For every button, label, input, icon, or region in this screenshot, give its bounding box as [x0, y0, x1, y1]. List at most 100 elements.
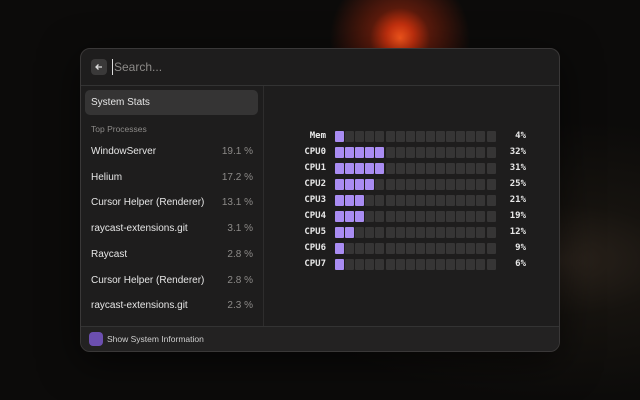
meter-block-filled	[355, 195, 365, 206]
meter-block	[385, 163, 395, 174]
meter-block	[375, 227, 385, 238]
meter-block	[405, 211, 415, 222]
meter-block	[355, 259, 365, 270]
meter-block	[456, 227, 466, 238]
meter-block	[425, 147, 435, 158]
meter-label: CPU6	[304, 243, 326, 253]
meter-block	[466, 147, 476, 158]
meter-block	[405, 195, 415, 206]
meter-block	[395, 179, 405, 190]
back-button[interactable]	[91, 59, 107, 75]
meter-block	[456, 131, 466, 142]
meter-block	[405, 227, 415, 238]
meter-block	[466, 227, 476, 238]
meter-block-filled	[375, 147, 385, 158]
selected-item[interactable]: System Stats	[85, 90, 258, 115]
meter-block	[436, 131, 445, 142]
meter-block	[345, 259, 355, 270]
meter-block	[375, 243, 385, 254]
meter-block	[476, 163, 486, 174]
meter-block	[476, 211, 486, 222]
divider	[81, 326, 559, 327]
meter-block	[425, 195, 435, 206]
meter-block	[415, 163, 425, 174]
meter-block	[385, 195, 395, 206]
meter-block	[415, 243, 425, 254]
process-name: Cursor Helper (Renderer)	[91, 274, 205, 286]
meter-block	[415, 227, 425, 238]
process-name: Cursor Helper (Renderer)	[91, 197, 205, 209]
meter-block-filled	[335, 163, 344, 174]
section-title: Top Processes	[91, 124, 147, 134]
meter-block	[466, 243, 476, 254]
meter-block-filled	[345, 227, 355, 238]
raycast-window: Search... System Stats Top Processes Sho…	[80, 48, 560, 352]
meter-block	[405, 243, 415, 254]
meter-block	[395, 147, 405, 158]
meter-block	[415, 211, 425, 222]
meter-label: CPU1	[304, 163, 326, 173]
meter-label: CPU4	[304, 211, 326, 221]
meter-block-filled	[345, 147, 355, 158]
meter-label: CPU5	[304, 227, 326, 237]
meter-block	[486, 227, 496, 238]
meter-block-filled	[355, 163, 365, 174]
meter-block	[486, 195, 496, 206]
meter-value: 9%	[515, 243, 526, 253]
process-usage: 2.8 %	[227, 248, 253, 260]
meter-block	[456, 179, 466, 190]
meter-block	[365, 195, 375, 206]
meter-block-filled	[365, 179, 375, 190]
meter-value: 12%	[509, 227, 526, 237]
meter-block	[476, 227, 486, 238]
meter-block	[405, 131, 415, 142]
meter-block-filled	[345, 211, 355, 222]
process-usage: 3.1 %	[227, 223, 253, 235]
meter-block-filled	[335, 195, 344, 206]
meter-block	[466, 163, 476, 174]
meter-block	[436, 259, 445, 270]
meter-block	[446, 259, 456, 270]
meter-value: 31%	[509, 163, 526, 173]
meter-block-filled	[345, 195, 355, 206]
meter-block-filled	[335, 259, 344, 270]
footer-action[interactable]: Show System Information	[107, 334, 204, 344]
meter-block	[385, 211, 395, 222]
meter-block	[355, 131, 365, 142]
meter-block	[466, 195, 476, 206]
meter-block-filled	[375, 163, 385, 174]
meter-block	[466, 211, 476, 222]
meter-block-filled	[335, 243, 344, 254]
meter-block	[345, 243, 355, 254]
meter-block	[425, 163, 435, 174]
meter-block	[456, 211, 466, 222]
meter-block	[395, 163, 405, 174]
meter-block	[415, 131, 425, 142]
caret	[112, 59, 113, 75]
meter-block	[405, 259, 415, 270]
meter-block	[365, 131, 375, 142]
process-usage: 13.1 %	[221, 197, 253, 209]
meter-block	[466, 179, 476, 190]
meter-block-filled	[355, 179, 365, 190]
meter-block	[456, 243, 466, 254]
process-name: raycast-extensions.git	[91, 300, 188, 312]
meter-block	[436, 211, 445, 222]
search-input[interactable]: Search...	[114, 60, 163, 74]
meter-block	[486, 131, 496, 142]
meter-block	[446, 243, 456, 254]
meter-block	[395, 211, 405, 222]
meter-block-filled	[345, 179, 355, 190]
meter-block	[446, 195, 456, 206]
meter-block	[425, 227, 435, 238]
meter-block	[385, 179, 395, 190]
meter-value: 6%	[515, 259, 526, 269]
meter-block	[486, 179, 496, 190]
meter-value: 21%	[509, 195, 526, 205]
meter-block	[476, 195, 486, 206]
process-usage: 2.8 %	[227, 274, 253, 286]
meter-value: 25%	[509, 179, 526, 189]
meter-block	[365, 243, 375, 254]
meter-value: 4%	[515, 131, 526, 141]
meter-block	[355, 243, 365, 254]
